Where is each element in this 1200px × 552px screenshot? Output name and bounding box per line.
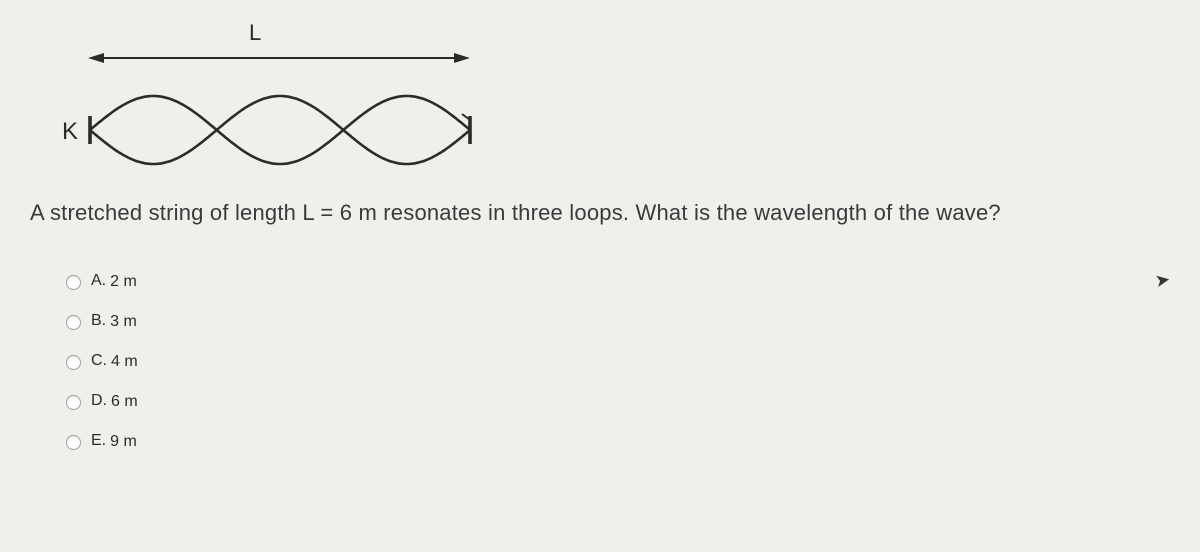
option-row: A.2 m (66, 272, 1170, 290)
option-radio[interactable] (66, 315, 81, 330)
cursor-icon: ➤ (1153, 269, 1172, 292)
question-text: A stretched string of length L = 6 m res… (30, 200, 1170, 226)
option-value: 4 m (111, 353, 138, 371)
option-radio[interactable] (66, 355, 81, 370)
option-value: 6 m (111, 393, 138, 411)
option-value: 2 m (110, 273, 137, 291)
svg-text:K: K (62, 118, 78, 145)
option-letter: E. (91, 432, 106, 450)
option-row: B.3 m (66, 312, 1170, 330)
wave-diagram: LK (30, 10, 510, 190)
option-letter: D. (91, 392, 107, 410)
option-radio[interactable] (66, 395, 81, 410)
option-row: D.6 m (66, 392, 1170, 410)
question-page: LK A stretched string of length L = 6 m … (0, 0, 1200, 550)
option-value: 9 m (110, 433, 137, 451)
option-row: C.4 m (66, 352, 1170, 370)
option-radio[interactable] (66, 435, 81, 450)
option-letter: A. (91, 272, 106, 290)
option-value: 3 m (110, 313, 137, 331)
option-radio[interactable] (66, 275, 81, 290)
option-letter: C. (91, 352, 107, 370)
option-letter: B. (91, 312, 106, 330)
svg-text:L: L (249, 20, 261, 45)
options-list: A.2 m B.3 m C.4 m D.6 m E.9 m (66, 272, 1170, 450)
wave-svg: LK (30, 10, 510, 190)
option-row: E.9 m (66, 432, 1170, 450)
